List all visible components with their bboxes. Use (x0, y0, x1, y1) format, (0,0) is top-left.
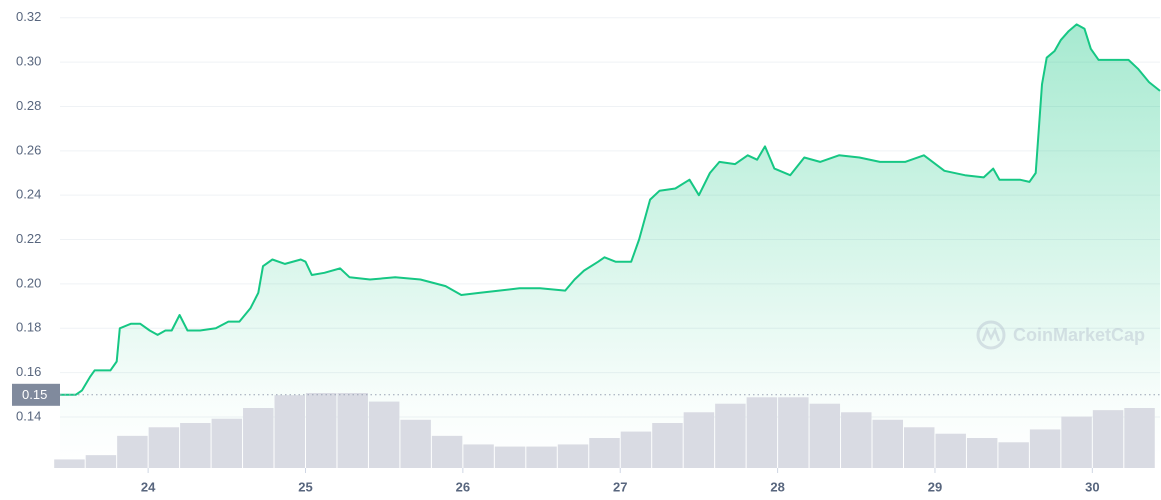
x-tick-label: 30 (1085, 479, 1099, 494)
volume-bar (368, 401, 400, 468)
volume-bar (935, 433, 966, 468)
volume-bar (841, 412, 872, 468)
y-tick-label: 0.20 (16, 275, 41, 290)
y-tick-label: 0.22 (16, 231, 41, 246)
volume-bar (903, 427, 935, 468)
y-tick-label: 0.14 (16, 408, 41, 423)
y-tick-label: 0.30 (16, 54, 41, 69)
watermark-logo (976, 320, 1006, 350)
volume-bar (305, 393, 337, 468)
volume-bar (652, 423, 683, 468)
volume-bar (1092, 410, 1124, 468)
x-tick-label: 25 (298, 479, 312, 494)
volume-bar (494, 446, 526, 468)
y-tick-label: 0.28 (16, 98, 41, 113)
volume-bar (463, 444, 494, 468)
x-tick-label: 28 (770, 479, 784, 494)
volume-bar (809, 403, 841, 468)
x-tick-label: 26 (456, 479, 470, 494)
volume-bar (746, 397, 778, 468)
y-tick-label: 0.24 (16, 187, 41, 202)
labels: 0.14 0.16 0.18 0.20 0.22 0.24 0.26 0.28 0.30 0.32… (12, 9, 1100, 494)
watermark: CoinMarketCap (976, 320, 1145, 350)
y-tick-label: 0.26 (16, 142, 41, 157)
volume-bar (872, 419, 903, 468)
volume-bar (431, 435, 463, 468)
current-price-label: 0.15 (22, 387, 47, 402)
volume-bar (1029, 429, 1061, 468)
line-layer (60, 23, 1161, 396)
x-tick-label: 29 (928, 479, 942, 494)
volume-bar (589, 438, 620, 468)
price-line (60, 23, 1161, 396)
volume-bar (966, 438, 998, 468)
volume-bar (715, 403, 746, 468)
volume-bar (1061, 416, 1092, 468)
volume-bar (337, 393, 368, 468)
volume-bar (778, 397, 809, 468)
volume-layer (54, 393, 1155, 468)
y-tick-label: 0.18 (16, 320, 41, 335)
x-tick-label: 24 (141, 479, 156, 494)
volume-bar (211, 418, 243, 468)
volume-bar (683, 412, 715, 468)
area-layer (60, 24, 1160, 469)
y-tick-label: 0.32 (16, 9, 41, 24)
volume-bar (620, 431, 652, 468)
price-area (60, 24, 1160, 469)
volume-bar (998, 442, 1029, 468)
volume-bar (117, 435, 148, 468)
volume-bar (148, 427, 180, 468)
watermark-logo-mark (981, 326, 1001, 342)
volume-bar (526, 446, 557, 468)
volume-bar (1124, 408, 1155, 468)
x-tick-label: 27 (613, 479, 627, 494)
volume-bar (180, 423, 211, 468)
volume-bar (85, 455, 117, 468)
volume-bar (54, 459, 85, 468)
volume-bar (243, 408, 274, 468)
volume-bar (557, 444, 589, 468)
watermark-text: CoinMarketCap (1013, 325, 1145, 345)
y-tick-label: 0.16 (16, 364, 41, 379)
volume-bar (400, 419, 431, 468)
current-price-box (12, 383, 60, 406)
volume-bar (274, 395, 305, 468)
